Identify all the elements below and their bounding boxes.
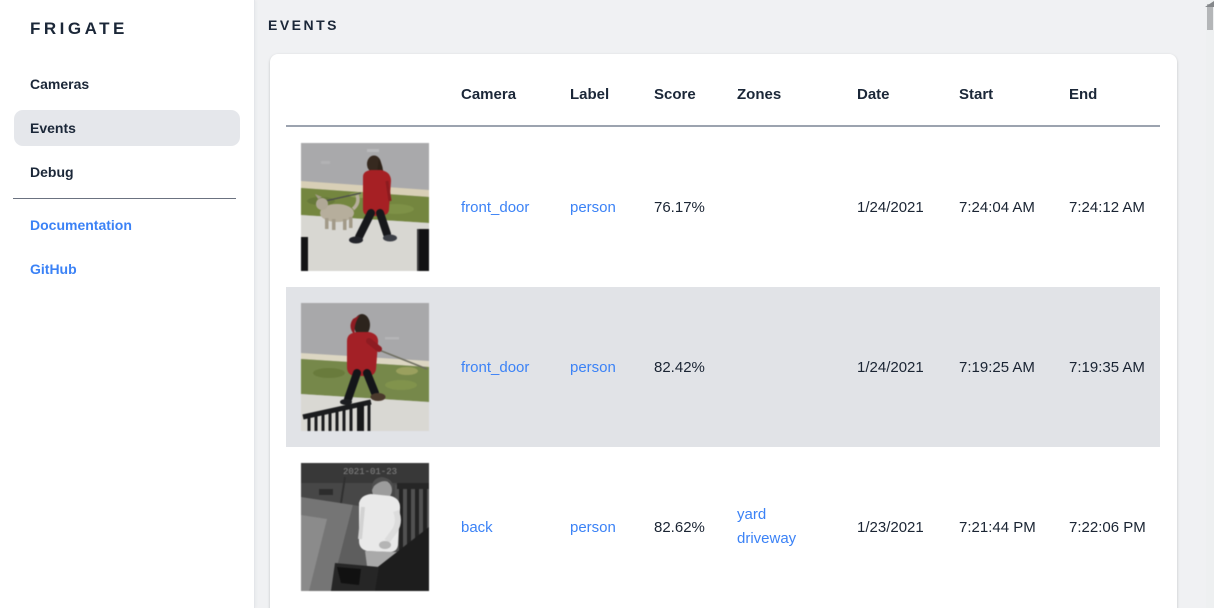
end-value: 7:24:12 AM xyxy=(1069,198,1145,216)
label-link[interactable]: person xyxy=(570,358,616,376)
table-header-row: Camera Label Score Zones Date Start End xyxy=(286,54,1160,127)
event-row[interactable]: 2021-01-23 back person 82.62% yard drive… xyxy=(286,447,1160,607)
event-thumbnail-person-red-hoodie-leash[interactable] xyxy=(301,303,429,431)
zone-link[interactable]: driveway xyxy=(737,530,797,547)
sidebar: FRIGATE Cameras Events Debug Documentati… xyxy=(0,0,255,608)
date-value: 1/24/2021 xyxy=(857,198,924,216)
scroll-resize-arrow-icon xyxy=(1205,1,1214,7)
scrollbar-thumb[interactable] xyxy=(1207,4,1213,30)
sidebar-nav: Cameras Events Debug Documentation GitHu… xyxy=(0,66,254,287)
column-header-zones: Zones xyxy=(737,86,782,103)
start-value: 7:19:25 AM xyxy=(959,358,1035,376)
zones-cell: yard driveway xyxy=(737,503,857,551)
start-value: 7:24:04 AM xyxy=(959,198,1035,216)
score-value: 82.42% xyxy=(654,358,705,376)
sidebar-link-github[interactable]: GitHub xyxy=(30,261,77,277)
event-thumbnail-person-night-infrared[interactable]: 2021-01-23 xyxy=(301,463,429,591)
sidebar-divider xyxy=(13,198,236,199)
column-header-start: Start xyxy=(959,86,994,103)
zone-link[interactable]: yard xyxy=(737,506,767,523)
event-row[interactable]: front_door person 82.42% 1/24/2021 7:19:… xyxy=(286,287,1160,447)
date-value: 1/24/2021 xyxy=(857,358,924,376)
end-value: 7:22:06 PM xyxy=(1069,518,1146,536)
date-value: 1/23/2021 xyxy=(857,518,924,536)
column-header-date: Date xyxy=(857,86,890,103)
score-value: 76.17% xyxy=(654,198,705,216)
thumbnail-timestamp-overlay: 2021-01-23 xyxy=(343,467,397,477)
events-table-card: Camera Label Score Zones Date Start End xyxy=(270,54,1177,608)
column-header-camera: Camera xyxy=(461,86,517,103)
camera-link[interactable]: front_door xyxy=(461,358,530,376)
page-title: EVENTS xyxy=(268,17,340,33)
sidebar-item-events[interactable]: Events xyxy=(14,110,240,146)
event-thumbnail-person-red-coat-dog[interactable] xyxy=(301,143,429,271)
event-row[interactable]: front_door person 76.17% 1/24/2021 7:24:… xyxy=(286,127,1160,287)
sidebar-item-cameras[interactable]: Cameras xyxy=(30,76,90,92)
camera-link[interactable]: front_door xyxy=(461,198,530,216)
sidebar-item-debug[interactable]: Debug xyxy=(30,164,74,180)
app-logo[interactable]: FRIGATE xyxy=(30,19,128,38)
sidebar-link-documentation[interactable]: Documentation xyxy=(30,217,132,233)
column-header-end: End xyxy=(1069,86,1098,103)
end-value: 7:19:35 AM xyxy=(1069,358,1145,376)
scrollbar-track[interactable] xyxy=(1206,0,1214,608)
score-value: 82.62% xyxy=(654,518,705,536)
column-header-label: Label xyxy=(570,86,610,103)
camera-link[interactable]: back xyxy=(461,518,493,536)
start-value: 7:21:44 PM xyxy=(959,518,1036,536)
column-header-score: Score xyxy=(654,86,696,103)
label-link[interactable]: person xyxy=(570,518,616,536)
label-link[interactable]: person xyxy=(570,198,616,216)
